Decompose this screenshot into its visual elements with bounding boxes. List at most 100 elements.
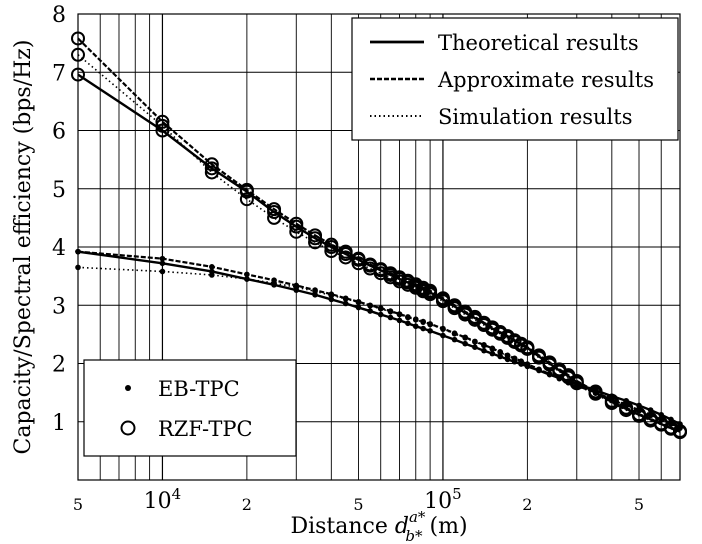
legends: Theoretical results Approximate results Si… bbox=[83, 17, 679, 457]
data-point-dot bbox=[497, 349, 504, 356]
data-point-dot bbox=[440, 332, 446, 339]
data-point-dot bbox=[462, 340, 468, 347]
data-point-dot bbox=[489, 346, 496, 352]
y-axis-title: Capacity/Spectral efficiency (bps/Hz) bbox=[11, 40, 36, 455]
data-point-circle bbox=[351, 256, 366, 271]
data-point-circle bbox=[267, 202, 282, 217]
data-point-dot bbox=[497, 353, 504, 360]
data-point-dot bbox=[427, 328, 433, 334]
data-point-dot bbox=[546, 371, 553, 378]
x-tick-label: 105 bbox=[424, 485, 462, 514]
data-point-dot bbox=[504, 353, 511, 359]
legend-marker-circle bbox=[120, 420, 136, 436]
data-point-circle bbox=[531, 350, 546, 365]
data-point-dot bbox=[412, 323, 419, 330]
data-point-dot bbox=[396, 311, 403, 318]
data-point-circle bbox=[520, 341, 535, 356]
legend-label: Theoretical results bbox=[438, 31, 639, 55]
data-point-dot bbox=[592, 390, 599, 397]
data-point-dot bbox=[412, 317, 419, 323]
data-point-dot bbox=[647, 412, 654, 419]
data-point-circle bbox=[400, 277, 415, 292]
x-tick-label: 2 bbox=[242, 495, 252, 514]
data-point-circle bbox=[392, 274, 407, 289]
data-point-dot bbox=[668, 416, 674, 423]
data-point-circle bbox=[155, 118, 170, 133]
data-point-dot bbox=[472, 339, 478, 345]
data-point-dot bbox=[420, 319, 426, 325]
data-point-dot bbox=[387, 308, 394, 315]
data-point-dot bbox=[367, 308, 373, 314]
data-point-dot bbox=[387, 314, 394, 321]
y-tick-label: 1 bbox=[52, 411, 66, 436]
data-point-circle bbox=[400, 273, 415, 288]
data-point-circle bbox=[507, 334, 522, 349]
data-point-circle bbox=[239, 192, 254, 207]
x-tick-label: 5 bbox=[634, 495, 644, 514]
data-point-circle bbox=[267, 210, 282, 225]
data-point-circle bbox=[324, 237, 339, 252]
data-point-dot bbox=[647, 407, 654, 413]
data-point-dot bbox=[209, 264, 215, 270]
y-tick-label: 7 bbox=[52, 61, 66, 86]
data-point-dot bbox=[342, 300, 349, 307]
data-point-dot bbox=[405, 314, 411, 321]
data-point-dot bbox=[556, 375, 563, 382]
data-point-dot bbox=[536, 367, 542, 373]
data-point-dot bbox=[355, 304, 362, 311]
data-point-circle bbox=[204, 157, 219, 172]
y-tick-label: 6 bbox=[52, 120, 66, 145]
legend-label: Approximate results bbox=[437, 68, 654, 92]
data-point-circle bbox=[435, 294, 450, 309]
data-point-dot bbox=[511, 356, 518, 362]
series-line bbox=[77, 54, 681, 433]
data-point-dot bbox=[668, 421, 674, 427]
legend-marker-dot bbox=[125, 385, 131, 391]
data-point-dot bbox=[312, 288, 318, 295]
y-tick-label: 8 bbox=[52, 3, 66, 28]
data-point-dot bbox=[451, 336, 458, 343]
data-point-circle bbox=[289, 216, 304, 231]
data-point-dot bbox=[462, 335, 468, 341]
data-point-dot bbox=[451, 330, 458, 337]
data-point-circle bbox=[289, 224, 304, 239]
data-point-circle bbox=[392, 270, 407, 285]
series-layer bbox=[71, 31, 687, 440]
line-legend: Theoretical results Approximate results Si… bbox=[351, 17, 679, 141]
data-point-dot bbox=[405, 320, 411, 327]
legend-label: RZF-TPC bbox=[158, 417, 253, 441]
data-point-dot bbox=[377, 311, 384, 318]
data-point-circle bbox=[308, 228, 323, 243]
data-point-dot bbox=[244, 276, 250, 282]
data-point-dot bbox=[396, 317, 403, 324]
data-point-circle bbox=[542, 357, 557, 372]
data-point-dot bbox=[518, 358, 524, 365]
data-point-dot bbox=[658, 411, 665, 418]
data-point-dot bbox=[565, 379, 572, 386]
x-tick-label: 104 bbox=[144, 485, 182, 514]
data-point-dot bbox=[623, 402, 629, 409]
series-eb-tpc-dotted bbox=[75, 264, 683, 431]
data-point-circle bbox=[204, 165, 219, 180]
data-point-dot bbox=[342, 296, 349, 302]
data-point-circle bbox=[416, 284, 431, 299]
x-tick-label: 5 bbox=[353, 495, 363, 514]
data-point-dot bbox=[472, 344, 478, 350]
legend-label: EB-TPC bbox=[158, 377, 240, 401]
data-point-circle bbox=[408, 280, 423, 295]
data-point-dot bbox=[427, 321, 433, 328]
data-point-dot bbox=[440, 326, 446, 332]
data-point-dot bbox=[159, 255, 166, 262]
plot-frame bbox=[77, 13, 681, 481]
marker-legend: EB-TPC RZF-TPC bbox=[83, 359, 297, 457]
data-point-dot bbox=[355, 299, 362, 306]
data-point-dot bbox=[271, 280, 277, 286]
y-tick-label: 5 bbox=[52, 178, 66, 203]
data-point-circle bbox=[308, 235, 323, 250]
data-point-dot bbox=[609, 396, 615, 403]
data-point-dot bbox=[636, 402, 642, 409]
data-point-circle bbox=[500, 330, 515, 345]
data-point-dot bbox=[367, 303, 373, 309]
